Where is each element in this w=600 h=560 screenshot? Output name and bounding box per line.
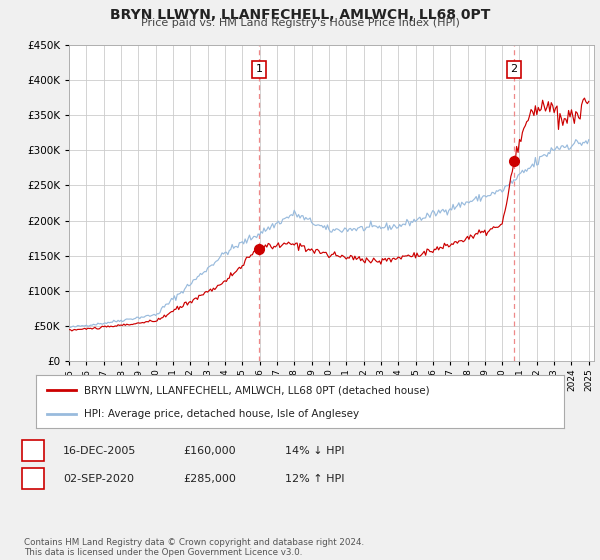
Text: 12% ↑ HPI: 12% ↑ HPI: [285, 474, 344, 484]
Text: Price paid vs. HM Land Registry's House Price Index (HPI): Price paid vs. HM Land Registry's House …: [140, 18, 460, 28]
Text: £285,000: £285,000: [183, 474, 236, 484]
Text: 2: 2: [29, 472, 37, 486]
Text: 02-SEP-2020: 02-SEP-2020: [63, 474, 134, 484]
Text: 1: 1: [256, 64, 262, 74]
Text: 16-DEC-2005: 16-DEC-2005: [63, 446, 136, 456]
Text: 1: 1: [29, 444, 37, 458]
Text: 2: 2: [510, 64, 517, 74]
Text: 14% ↓ HPI: 14% ↓ HPI: [285, 446, 344, 456]
Text: £160,000: £160,000: [183, 446, 236, 456]
Text: BRYN LLWYN, LLANFECHELL, AMLWCH, LL68 0PT: BRYN LLWYN, LLANFECHELL, AMLWCH, LL68 0P…: [110, 8, 490, 22]
Text: BRYN LLWYN, LLANFECHELL, AMLWCH, LL68 0PT (detached house): BRYN LLWYN, LLANFECHELL, AMLWCH, LL68 0P…: [83, 385, 429, 395]
Text: HPI: Average price, detached house, Isle of Anglesey: HPI: Average price, detached house, Isle…: [83, 409, 359, 419]
Text: Contains HM Land Registry data © Crown copyright and database right 2024.
This d: Contains HM Land Registry data © Crown c…: [24, 538, 364, 557]
